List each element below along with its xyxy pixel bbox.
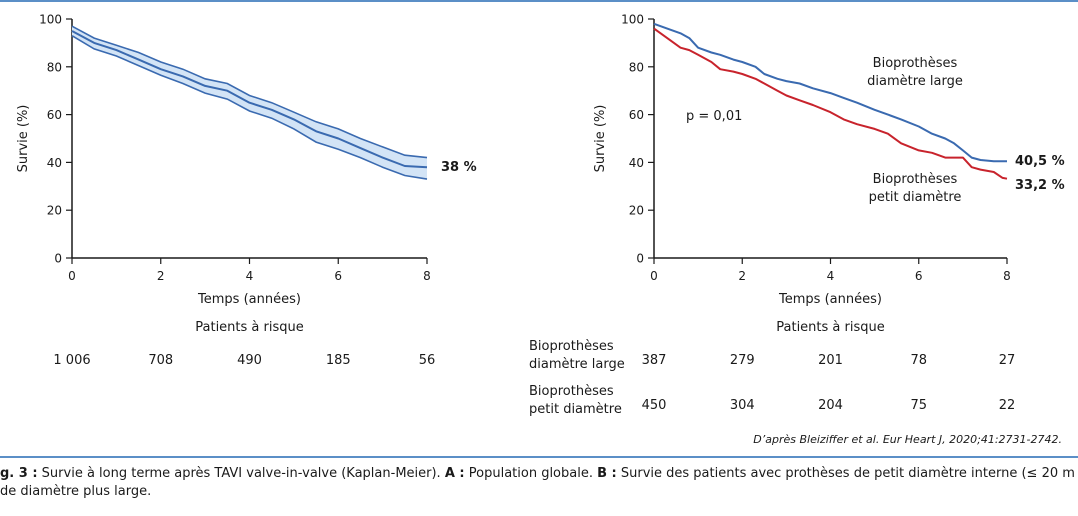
panel-b-risk-value: 75 [910,398,927,413]
panel-a-x-tick-label: 2 [157,269,165,283]
panel-b-series-line-0 [653,22,1007,163]
panel-a-y-tick-label: 0 [54,252,62,266]
panel-b-risk-row-label: Bioprothèses [529,339,614,354]
panel-b-risk-row-label: Bioprothèses [529,384,614,399]
panel-b-y-tick-label: 20 [629,204,644,218]
panel-b-risk-value: 22 [999,398,1016,413]
panel-a-x-tick-label: 6 [334,269,342,283]
panel-a-risk-value: 490 [237,353,262,368]
panel-a-ci-upper-line [71,25,428,159]
panel-b-risk-value: 201 [818,353,843,368]
panel-b-y-tick-label: 80 [629,60,644,74]
panel-a-risk-title: Patients à risque [195,320,304,335]
panel-a-ci-lower-line [71,35,428,180]
panel-b-x-tick-label: 2 [738,269,746,283]
panel-a-risk-value: 708 [148,353,173,368]
panel-b-y-tick-label: 100 [621,13,644,27]
panel-b-y-tick-label: 40 [629,156,644,170]
panel-a-y-tick-label: 80 [47,60,62,74]
panel-b-y-tick-label: 0 [636,252,644,266]
panel-a-risk-value: 1 006 [53,353,90,368]
panel-b-x-tick-label: 8 [1003,269,1011,283]
caption-line-1: g. 3 : Survie à long terme après TAVI va… [0,466,1075,481]
panel-a-y-tick-label: 60 [47,108,62,122]
panel-a-y-tick-label: 40 [47,156,62,170]
panel-a-risk-value: 185 [326,353,351,368]
caption-b-text: Survie des patients avec prothèses de pe… [616,466,1075,481]
source-citation: D’après Bleiziffer et al. Eur Heart J, 2… [753,433,1062,446]
caption-line-2: de diamètre plus large. [0,484,152,499]
panel-b-risk-value: 304 [730,398,755,413]
panel-b-risk-value: 78 [910,353,927,368]
panel-b-series-line-1 [653,27,1008,180]
panel-a-x-tick-label: 8 [423,269,431,283]
caption-b-label: B : [597,466,617,481]
panel-a-x-tick-label: 4 [246,269,254,283]
panel-a-end-label: 38 % [441,160,477,175]
panel-b-risk-value: 450 [642,398,667,413]
panel-b-risk-value: 204 [818,398,843,413]
panel-a-risk-value: 56 [419,353,436,368]
panel-b-x-axis-label: Temps (années) [778,292,882,307]
panel-a-series-line-0 [71,30,428,169]
panel-a-y-tick-label: 20 [47,204,62,218]
panel-b-y-axis-label: Survie (%) [593,105,608,173]
panel-b-series-label-0: Bioprothèses [873,56,958,71]
panel-a-y-axis-label: Survie (%) [16,105,31,173]
panel-b-series-end-label-1: 33,2 % [1015,178,1065,193]
panel-b-series-label-1: petit diamètre [869,190,962,205]
caption-a-text: Population globale. [464,466,598,481]
panel-b-x-tick-label: 0 [650,269,658,283]
panel-a-x-tick-label: 0 [68,269,76,283]
panel-b-risk-row-label: petit diamètre [529,402,622,417]
panel-b-risk-value: 279 [730,353,755,368]
panel-b-p-value: p = 0,01 [686,109,742,124]
panel-b-series-label-1: Bioprothèses [873,172,958,187]
caption-a-label: A : [444,466,465,481]
panel-b-risk-row-label: diamètre large [529,357,625,372]
panel-b-series-label-0: diamètre large [867,74,963,89]
panel-b-y-tick-label: 60 [629,108,644,122]
panel-a-y-tick-label: 100 [39,13,62,27]
panel-b-risk-title: Patients à risque [776,320,885,335]
panel-b-risk-value: 387 [642,353,667,368]
panel-b-x-tick-label: 6 [915,269,923,283]
panel-b-risk-value: 27 [999,353,1016,368]
caption-intro: Survie à long terme après TAVI valve-in-… [37,466,445,481]
panel-a-x-axis-label: Temps (années) [197,292,301,307]
bottom-rule [0,456,1078,458]
panel-b-x-tick-label: 4 [827,269,835,283]
panel-b-series-end-label-0: 40,5 % [1015,154,1065,169]
top-rule [0,0,1078,2]
caption-prefix: g. 3 : [0,466,38,481]
